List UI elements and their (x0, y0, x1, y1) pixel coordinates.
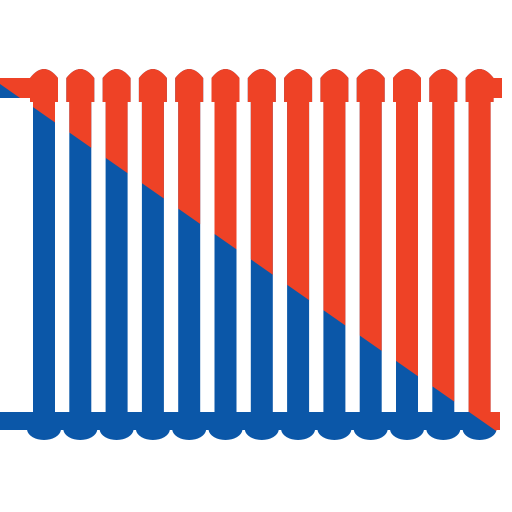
radiator-fill (0, 69, 502, 440)
radiator-icon (0, 69, 502, 440)
page: (() => { const ns = 'http://www.w3.org/2… (0, 69, 502, 440)
